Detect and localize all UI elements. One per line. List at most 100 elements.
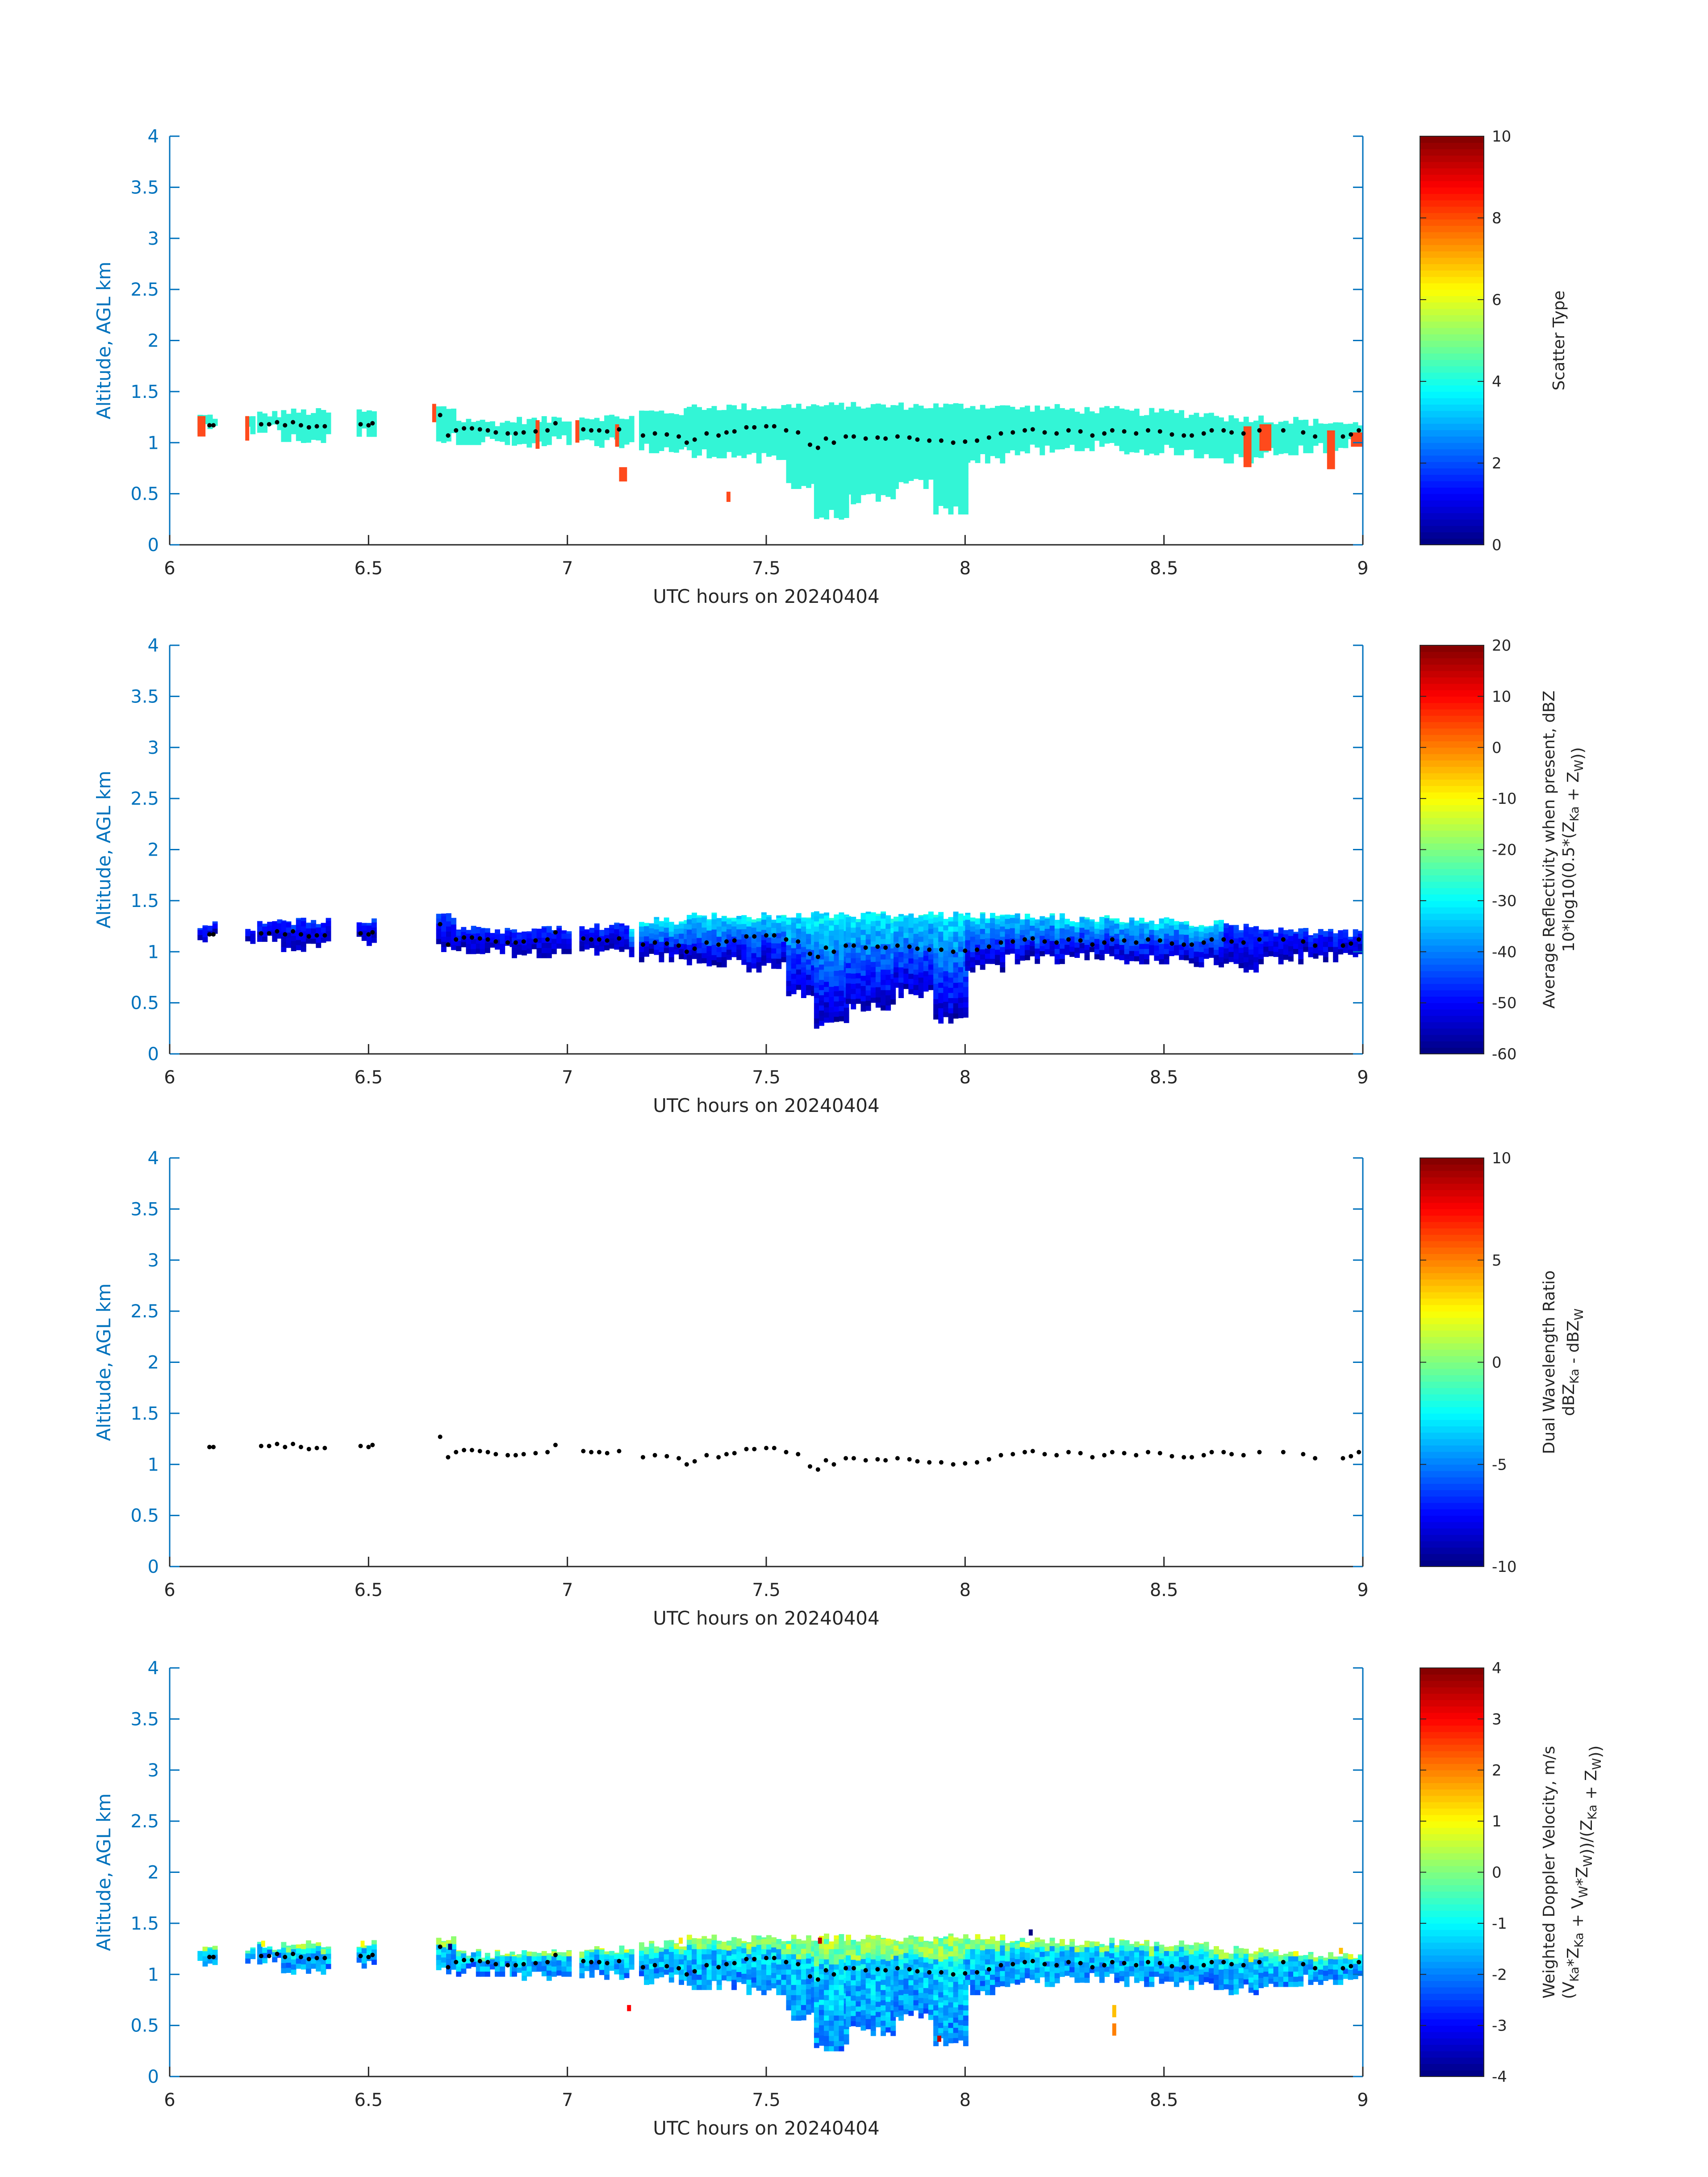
heatmap-cell (870, 956, 876, 962)
heatmap-cell (938, 916, 944, 922)
heatmap-cell (461, 1951, 467, 1954)
heatmap-cell (865, 412, 871, 418)
heatmap-cell (814, 972, 819, 978)
heatmap-cell (1024, 422, 1030, 428)
heatmap-cell (692, 432, 697, 438)
heatmap-cell (819, 461, 824, 467)
heatmap-cell (604, 1969, 610, 1975)
heatmap-cell (697, 445, 702, 451)
heatmap-cell (870, 946, 876, 952)
heatmap-cell (306, 1968, 311, 1974)
heatmap-cell (814, 513, 819, 519)
heatmap-cell (649, 427, 655, 433)
x-tick-label: 8.5 (1150, 1067, 1178, 1088)
heatmap-cell (321, 427, 326, 433)
height-point (366, 1445, 371, 1450)
heatmap-cell (679, 418, 684, 424)
heatmap-cell (1203, 433, 1209, 439)
heatmap-cell (1353, 931, 1358, 937)
heatmap-cell (923, 427, 929, 433)
heatmap-cell (938, 408, 944, 414)
heatmap-cell (1074, 425, 1080, 431)
heatmap-cell (326, 429, 331, 435)
heatmap-cell (1044, 430, 1050, 435)
x-tick-label: 7 (562, 1067, 573, 1088)
heatmap-cell (436, 436, 442, 442)
heatmap-cell (980, 959, 986, 965)
heatmap-cell (684, 944, 689, 949)
heatmap-cell (1129, 950, 1135, 956)
heatmap-cell (668, 931, 674, 937)
heatmap-cell (649, 1941, 655, 1944)
heatmap-cell (824, 468, 829, 474)
heatmap-cell (938, 1008, 944, 1014)
scatter-type-cell (619, 467, 627, 482)
heatmap-cell (985, 918, 990, 923)
heatmap-cell (918, 957, 924, 962)
heatmap-cell (933, 953, 939, 958)
heatmap-cell (943, 981, 949, 987)
heatmap-cell (1000, 422, 1006, 428)
heatmap-cell (1059, 938, 1065, 944)
heatmap-cell (686, 1975, 692, 1981)
heatmap-cell (786, 421, 792, 427)
heatmap-cell (870, 457, 876, 463)
heatmap-cell (1219, 443, 1224, 448)
heatmap-cell (814, 488, 819, 493)
heatmap-cell (250, 416, 256, 419)
heatmap-cell (1199, 417, 1204, 423)
heatmap-cell (673, 1969, 679, 1975)
heatmap-cell (881, 949, 886, 955)
heatmap-cell (366, 940, 372, 946)
heatmap-cell (885, 471, 891, 476)
heatmap-cell (272, 921, 278, 927)
heatmap-cell (1000, 952, 1006, 957)
heatmap-cell (1049, 945, 1055, 951)
heatmap-cell (684, 421, 689, 427)
heatmap-cell (1203, 413, 1209, 418)
heatmap-cell (824, 1012, 829, 1018)
heatmap-cell (702, 423, 707, 429)
heatmap-cell (1338, 944, 1344, 949)
colorbar-swatch (1420, 538, 1484, 545)
heatmap-cell (908, 424, 914, 430)
heatmap-cell (1233, 438, 1239, 444)
heatmap-cell (829, 433, 835, 439)
heatmap-cell (839, 493, 844, 499)
heatmap-cell (1019, 430, 1025, 436)
heatmap-cell (619, 1964, 625, 1970)
heatmap-cell (321, 1959, 326, 1965)
heatmap-cell (281, 936, 287, 942)
heatmap-cell (943, 950, 949, 956)
heatmap-cell (1298, 425, 1304, 430)
heatmap-cell (1179, 410, 1184, 414)
heatmap-cell (1203, 443, 1209, 449)
colorbar-swatch (1420, 690, 1484, 697)
heatmap-cell (985, 432, 990, 438)
height-point (617, 936, 622, 941)
heatmap-cell (311, 424, 317, 430)
height-point (581, 427, 586, 432)
heatmap-cell (898, 957, 904, 962)
height-point (1357, 937, 1361, 942)
heatmap-cell (814, 921, 819, 927)
heatmap-cell (1030, 429, 1035, 435)
heatmap-cell (1139, 959, 1144, 965)
heatmap-cell (1173, 429, 1179, 435)
height-point (1030, 1449, 1035, 1454)
heatmap-cell (933, 407, 939, 413)
heatmap-cell (898, 921, 904, 927)
heatmap-cell (953, 450, 959, 455)
heatmap-cell (1099, 949, 1105, 955)
heatmap-cell (456, 940, 462, 946)
heatmap-cell (495, 1950, 500, 1951)
heatmap-cell (684, 426, 689, 432)
heatmap-cell (943, 1011, 949, 1017)
heatmap-cell (512, 422, 517, 426)
heatmap-cell (1214, 949, 1219, 955)
heatmap-cell (923, 447, 929, 453)
colorbar-swatch (1420, 1337, 1484, 1344)
heatmap-cell (1089, 430, 1095, 436)
heatmap-cell (829, 443, 835, 449)
heatmap-cell (1129, 935, 1135, 941)
